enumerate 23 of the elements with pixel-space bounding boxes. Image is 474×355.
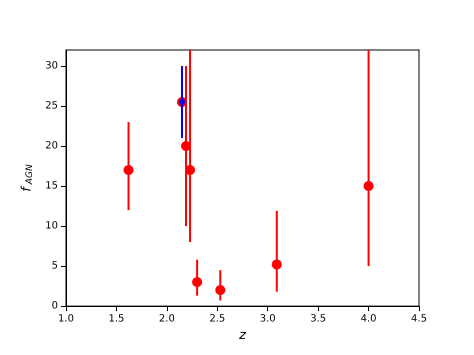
y-tick-label: 15: [45, 180, 58, 192]
point: [364, 181, 374, 192]
x-tick-label: 4.5: [411, 314, 427, 325]
y-tick-label: 0: [52, 300, 58, 312]
y-tick-label: 5: [52, 260, 58, 272]
point: [215, 285, 226, 296]
point: [124, 165, 134, 176]
y-axis-title: fAGN: [19, 164, 35, 192]
x-tick-label: 1.0: [58, 314, 74, 325]
x-tick-label: 2.5: [209, 314, 226, 325]
x-tick-label: 3.5: [310, 314, 326, 325]
y-tick-label: 25: [45, 100, 58, 112]
x-tick-label: 2.0: [158, 314, 175, 325]
point: [185, 165, 196, 176]
y-tick-label: 30: [45, 60, 58, 72]
x-tick-label: 1.5: [108, 314, 124, 325]
y-tick-label: 10: [45, 220, 58, 232]
x-tick-label: 4.0: [360, 314, 377, 325]
point: [192, 277, 202, 288]
x-tick-label: 3.0: [260, 314, 276, 325]
y-tick-label: 20: [45, 140, 58, 152]
x-axis-title: z: [238, 328, 248, 343]
point: [272, 259, 282, 270]
